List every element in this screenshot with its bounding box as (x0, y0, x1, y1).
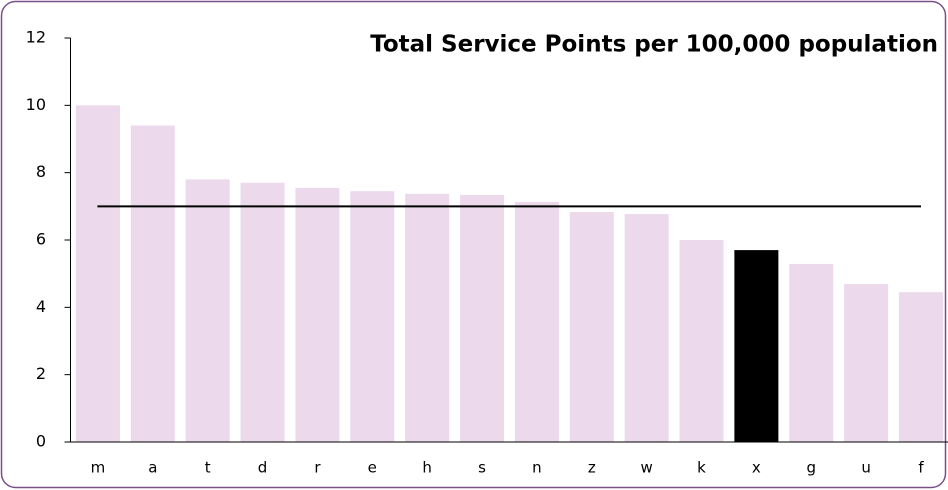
x-tick-label: r (314, 459, 321, 477)
y-tick-label: 2 (36, 364, 46, 383)
bar (898, 292, 943, 442)
bar (679, 240, 724, 442)
x-tick-label: x (752, 459, 761, 477)
bar (460, 194, 505, 442)
bar (624, 214, 669, 442)
x-tick-label: n (532, 459, 542, 477)
bar (295, 187, 340, 442)
x-tick-label: a (148, 459, 157, 477)
bar (350, 191, 395, 442)
bar (75, 105, 120, 442)
bar (569, 212, 614, 442)
x-tick-label: s (478, 459, 486, 477)
x-tick-label: h (422, 459, 432, 477)
x-tick-label: d (258, 459, 268, 477)
bar (185, 179, 230, 442)
y-tick-label: 0 (36, 432, 46, 451)
bar (734, 250, 779, 442)
chart-title: Total Service Points per 100,000 populat… (370, 32, 938, 58)
bar (514, 201, 559, 442)
bar (240, 182, 285, 442)
x-tick-label: w (640, 459, 652, 477)
x-tick-label: e (368, 459, 377, 477)
x-tick-label: z (588, 459, 596, 477)
y-tick-label: 12 (26, 28, 46, 47)
x-tick-label: t (205, 459, 211, 477)
y-tick-label: 6 (36, 230, 46, 249)
bar (844, 284, 889, 442)
bar (789, 263, 834, 442)
y-tick-label: 10 (26, 95, 46, 114)
y-tick-label: 4 (36, 297, 46, 316)
y-tick-label: 8 (36, 162, 46, 181)
x-tick-label: u (861, 459, 871, 477)
x-tick-label: g (806, 459, 816, 477)
x-tick-label: k (697, 459, 706, 477)
bar (130, 125, 175, 443)
x-tick-label: f (918, 459, 924, 477)
plot-area (75, 105, 943, 443)
x-tick-label: m (91, 459, 106, 477)
bar (405, 193, 450, 442)
